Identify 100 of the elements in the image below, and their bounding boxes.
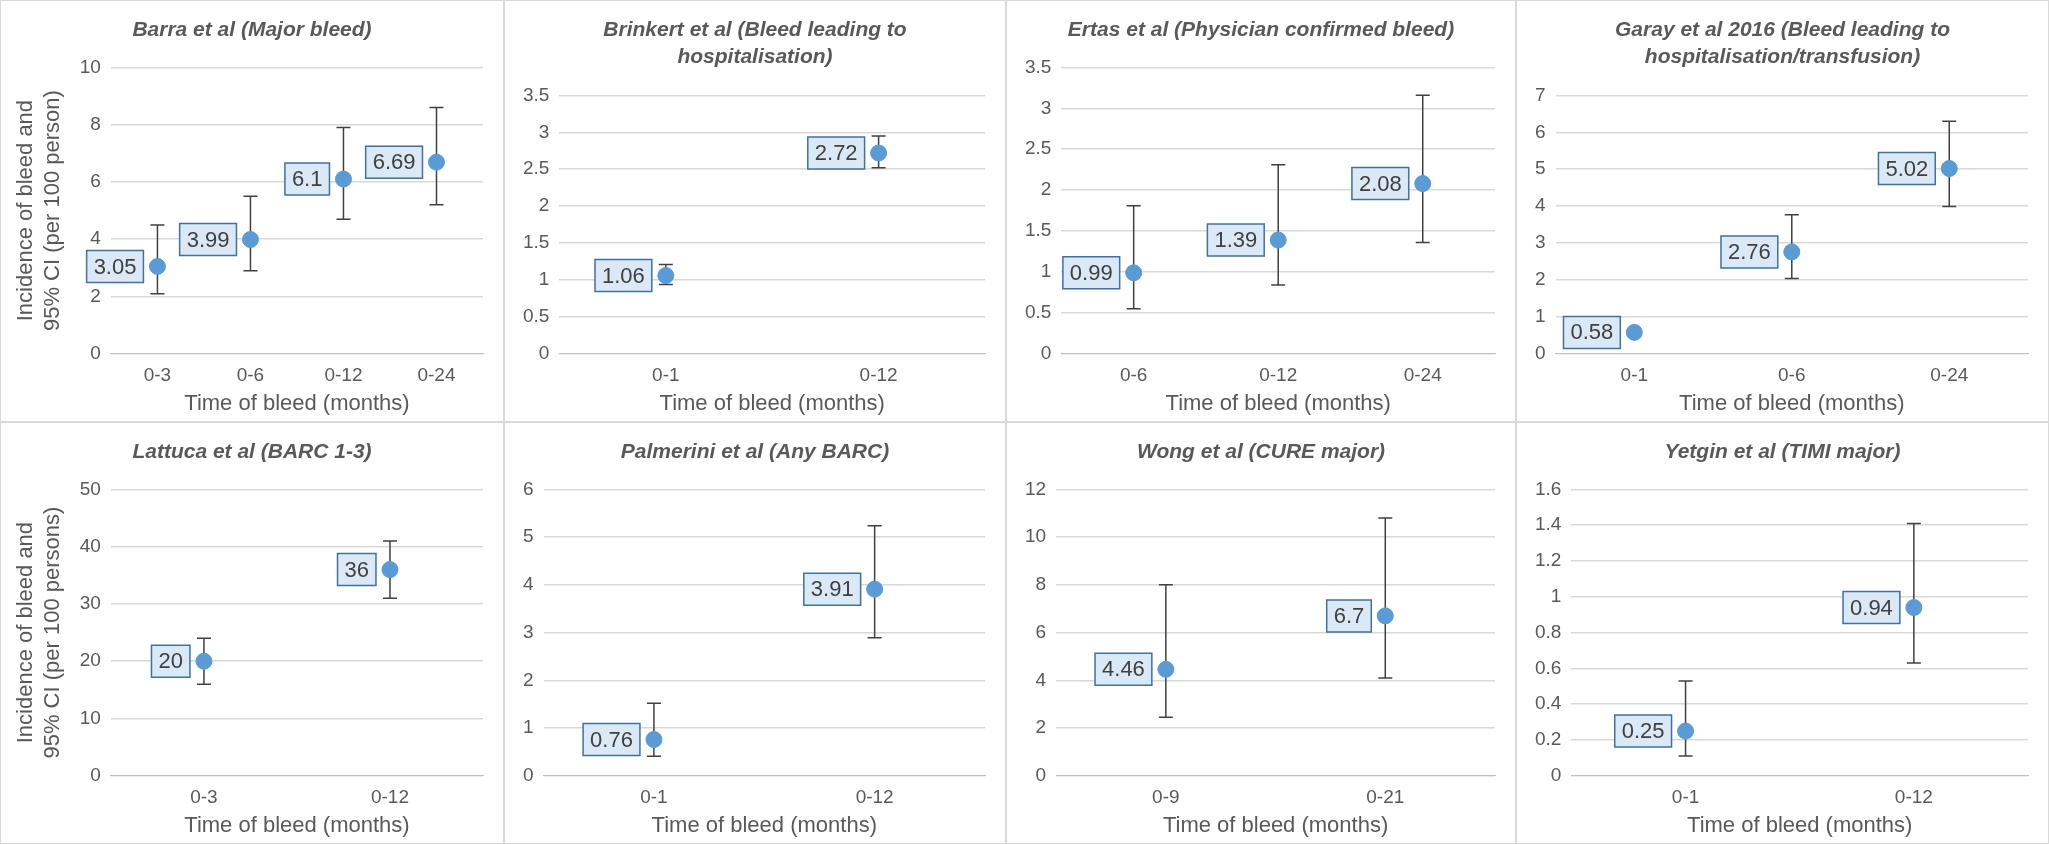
data-label: 5.02 [1885, 155, 1929, 181]
y-tick-label: 4 [90, 227, 102, 249]
y-tick-label: 0 [90, 764, 101, 786]
x-tick-label: 0-9 [1152, 786, 1180, 808]
x-axis-title: Time of bleed (months) [1679, 389, 1905, 415]
chart-title: Brinkert et al (Bleed leading to hospitalisation) [602, 16, 908, 70]
y-tick-label: 6 [90, 170, 101, 192]
y-tick-label: 1 [522, 716, 534, 738]
point [1940, 159, 1958, 177]
x-tick-label: 0-24 [1403, 364, 1443, 386]
y-tick-label: 2 [522, 668, 534, 690]
data-label: 0.99 [1069, 260, 1113, 286]
y-tick-label: 0 [1550, 764, 1562, 786]
y-tick-label: 6 [1534, 120, 1546, 142]
data-label: 0.76 [590, 726, 633, 752]
y-tick-label: 0 [522, 764, 534, 786]
x-tick-label: 0-3 [190, 786, 218, 808]
data-label: 6.1 [291, 166, 323, 192]
data-label: 2.76 [1727, 238, 1771, 264]
y-axis-title: Incidence of bleed and 95% CI (per 100 persons) [12, 506, 64, 759]
x-tick-label: 0-3 [143, 364, 172, 386]
y-tick-label: 40 [79, 535, 101, 557]
point [1414, 175, 1432, 193]
y-tick-label: 0.5 [522, 304, 550, 326]
y-tick-label: 0 [538, 341, 550, 363]
point [148, 258, 166, 276]
x-axis-title: Time of bleed (months) [184, 812, 410, 838]
x-tick-label: 0-6 [1119, 364, 1148, 386]
x-tick-label: 0-12 [1259, 364, 1298, 386]
y-tick-label: 0 [90, 342, 101, 364]
data-label: 36 [344, 556, 369, 582]
x-tick-label: 0-24 [417, 364, 456, 386]
y-tick-label: 1.5 [1024, 219, 1052, 241]
x-tick-label: 0-1 [640, 786, 668, 808]
y-tick-label: 3 [522, 621, 534, 643]
y-tick-label: 3 [1534, 230, 1546, 252]
y-tick-label: 4 [1534, 193, 1546, 215]
y-tick-label: 1 [1550, 585, 1562, 607]
x-tick-label: 0-24 [1930, 364, 1969, 386]
y-tick-label: 10 [1024, 525, 1047, 547]
chart-title: Palmerini et al (Any BARC) [619, 438, 891, 464]
y-tick-label: 2 [1534, 267, 1546, 289]
data-label: 6.7 [1333, 603, 1365, 629]
point [427, 153, 445, 171]
y-tick-label: 2.5 [1024, 137, 1052, 159]
y-tick-label: 8 [90, 113, 101, 135]
y-axis-title: Incidence of bleed and 95% CI (per 100 person) [12, 90, 64, 332]
y-tick-label: 0 [1534, 341, 1546, 363]
y-tick-label: 7 [1534, 83, 1546, 105]
y-tick-label: 10 [79, 55, 101, 77]
y-tick-label: 50 [79, 477, 101, 499]
point [1625, 323, 1643, 341]
y-tick-label: 2.5 [522, 157, 550, 179]
x-axis-title: Time of bleed (months) [1687, 812, 1913, 838]
point [241, 231, 259, 249]
x-tick-label: 0-1 [652, 364, 680, 386]
x-tick-label: 0-12 [324, 364, 363, 386]
y-tick-label: 0.8 [1534, 621, 1562, 643]
y-tick-label: 1 [1040, 260, 1052, 282]
data-label: 3.99 [186, 226, 230, 252]
y-tick-label: 0.5 [1024, 301, 1052, 323]
y-tick-label: 1.4 [1534, 513, 1562, 535]
data-label: 3.05 [93, 253, 137, 279]
point [334, 170, 352, 188]
x-axis-title: Time of bleed (months) [651, 812, 877, 838]
chart-title: Garay et al 2016 (Bleed leading to hospitalisation/transfusion) [1614, 16, 1951, 70]
y-tick-label: 0.6 [1534, 656, 1562, 678]
point [1125, 264, 1143, 282]
y-tick-label: 2 [1035, 716, 1047, 738]
chart-title: Lattuca et al (BARC 1-3) [131, 438, 373, 464]
y-tick-label: 4 [522, 573, 534, 595]
y-tick-label: 0 [1035, 764, 1047, 786]
chart-title: Yetgin et al (TIMI major) [1663, 438, 1902, 464]
point [1269, 231, 1287, 249]
x-axis-title: Time of bleed (months) [1165, 390, 1391, 416]
data-label: 4.46 [1102, 656, 1145, 682]
y-tick-label: 0.2 [1534, 728, 1562, 750]
y-tick-label: 2 [90, 285, 101, 307]
y-tick-label: 1 [538, 267, 550, 289]
y-tick-label: 5 [1534, 157, 1546, 179]
x-tick-label: 0-6 [1778, 364, 1806, 386]
chart-title: Wong et al (CURE major) [1135, 438, 1387, 464]
y-tick-label: 3.5 [1024, 55, 1052, 77]
y-tick-label: 20 [79, 649, 101, 671]
y-tick-label: 12 [1024, 477, 1047, 499]
y-tick-label: 10 [79, 707, 101, 729]
y-tick-label: 2 [538, 193, 550, 215]
x-tick-label: 0-21 [1366, 786, 1405, 808]
y-tick-label: 5 [522, 525, 534, 547]
y-tick-label: 3 [538, 120, 550, 142]
data-label: 6.69 [372, 149, 416, 175]
y-tick-label: 6 [1035, 621, 1047, 643]
data-label: 0.94 [1850, 594, 1893, 620]
chart-title: Barra et al (Major bleed) [131, 16, 373, 42]
y-tick-label: 1.6 [1534, 477, 1562, 499]
x-tick-label: 0-12 [855, 786, 894, 808]
y-tick-label: 4 [1035, 668, 1047, 690]
data-label: 20 [158, 648, 183, 674]
x-tick-label: 0-1 [1620, 364, 1649, 386]
y-tick-label: 0 [1040, 342, 1052, 364]
